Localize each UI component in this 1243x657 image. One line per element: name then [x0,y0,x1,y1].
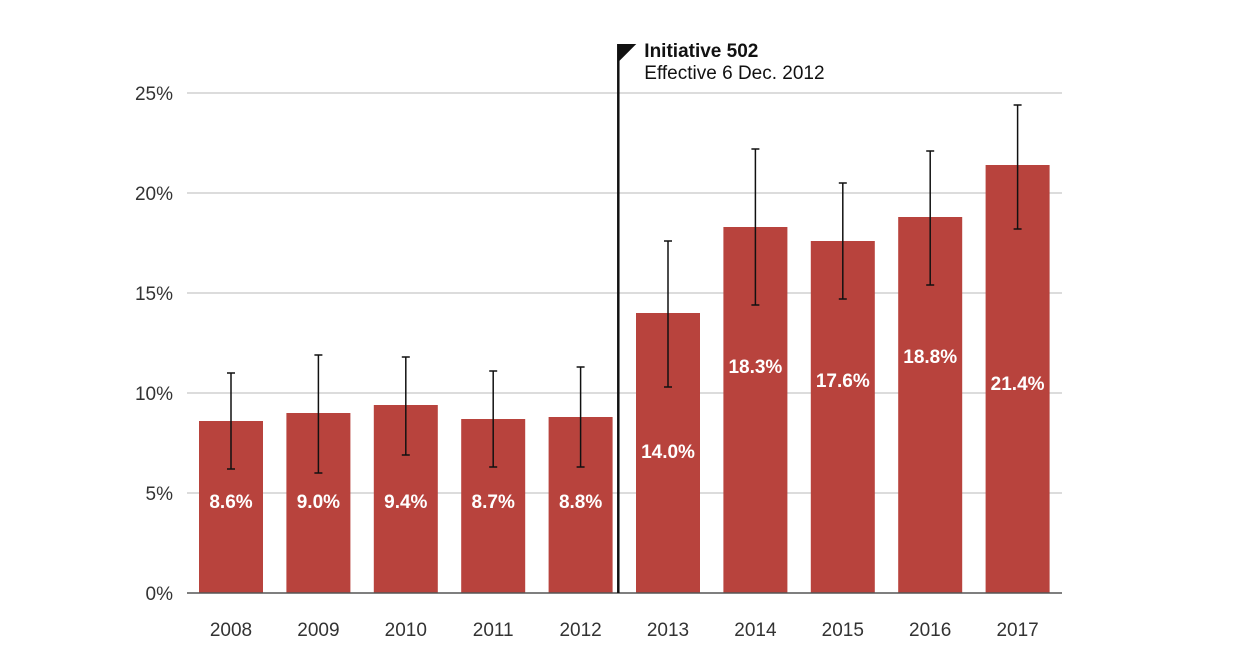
bar [985,165,1050,593]
bar-value-label: 9.0% [297,492,340,513]
y-tick-label: 15% [135,284,173,305]
x-tick-label: 2012 [559,620,601,641]
x-tick-label: 2017 [996,620,1038,641]
bar-value-label: 21.4% [991,374,1045,395]
y-tick-label: 25% [135,84,173,105]
y-tick-label: 0% [146,584,174,605]
bar-value-label: 8.8% [559,492,602,513]
x-tick-label: 2008 [210,620,252,641]
bar-value-label: 8.7% [472,492,515,513]
x-tick-label: 2016 [909,620,951,641]
bar-value-label: 18.3% [728,357,782,378]
x-tick-label: 2013 [647,620,689,641]
annotation-subtitle: Effective 6 Dec. 2012 [644,63,824,84]
annotation-title: Initiative 502 [644,41,758,62]
x-tick-label: 2014 [734,620,777,641]
bar-value-label: 8.6% [209,492,252,513]
x-tick-label: 2011 [473,620,514,641]
bar-value-label: 14.0% [641,442,695,463]
flag-icon [618,44,637,62]
y-tick-label: 10% [135,384,173,405]
x-tick-label: 2010 [385,620,427,641]
y-tick-label: 20% [135,184,173,205]
x-tick-label: 2009 [297,620,339,641]
bar-value-label: 18.8% [903,347,957,368]
bar-value-label: 17.6% [816,371,870,392]
x-tick-label: 2015 [822,620,864,641]
y-tick-label: 5% [146,484,174,505]
bar-value-label: 9.4% [384,492,427,513]
